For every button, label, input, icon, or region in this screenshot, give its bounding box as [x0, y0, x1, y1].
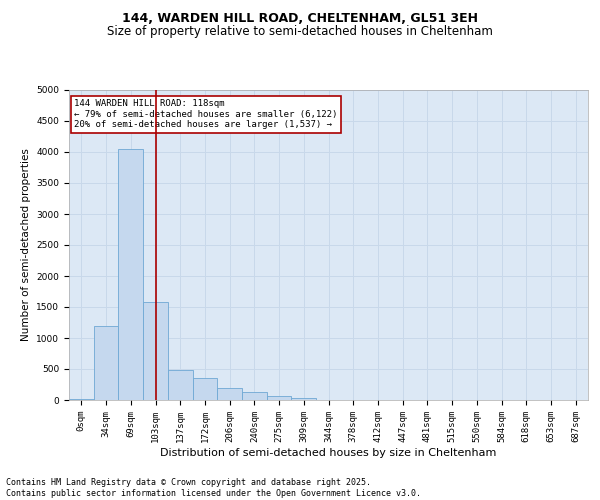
- Bar: [118, 149, 143, 400]
- Text: 144 WARDEN HILL ROAD: 118sqm
← 79% of semi-detached houses are smaller (6,122)
2: 144 WARDEN HILL ROAD: 118sqm ← 79% of se…: [74, 100, 338, 129]
- Bar: [292, 398, 316, 400]
- Bar: [242, 392, 267, 400]
- Bar: [168, 370, 193, 400]
- Text: 144, WARDEN HILL ROAD, CHELTENHAM, GL51 3EH: 144, WARDEN HILL ROAD, CHELTENHAM, GL51 …: [122, 12, 478, 26]
- Bar: [193, 378, 217, 400]
- Text: Size of property relative to semi-detached houses in Cheltenham: Size of property relative to semi-detach…: [107, 25, 493, 38]
- Bar: [94, 326, 118, 400]
- X-axis label: Distribution of semi-detached houses by size in Cheltenham: Distribution of semi-detached houses by …: [160, 448, 497, 458]
- Bar: [143, 302, 168, 400]
- Bar: [267, 396, 292, 400]
- Text: Contains HM Land Registry data © Crown copyright and database right 2025.
Contai: Contains HM Land Registry data © Crown c…: [6, 478, 421, 498]
- Bar: [217, 388, 242, 400]
- Y-axis label: Number of semi-detached properties: Number of semi-detached properties: [21, 148, 31, 342]
